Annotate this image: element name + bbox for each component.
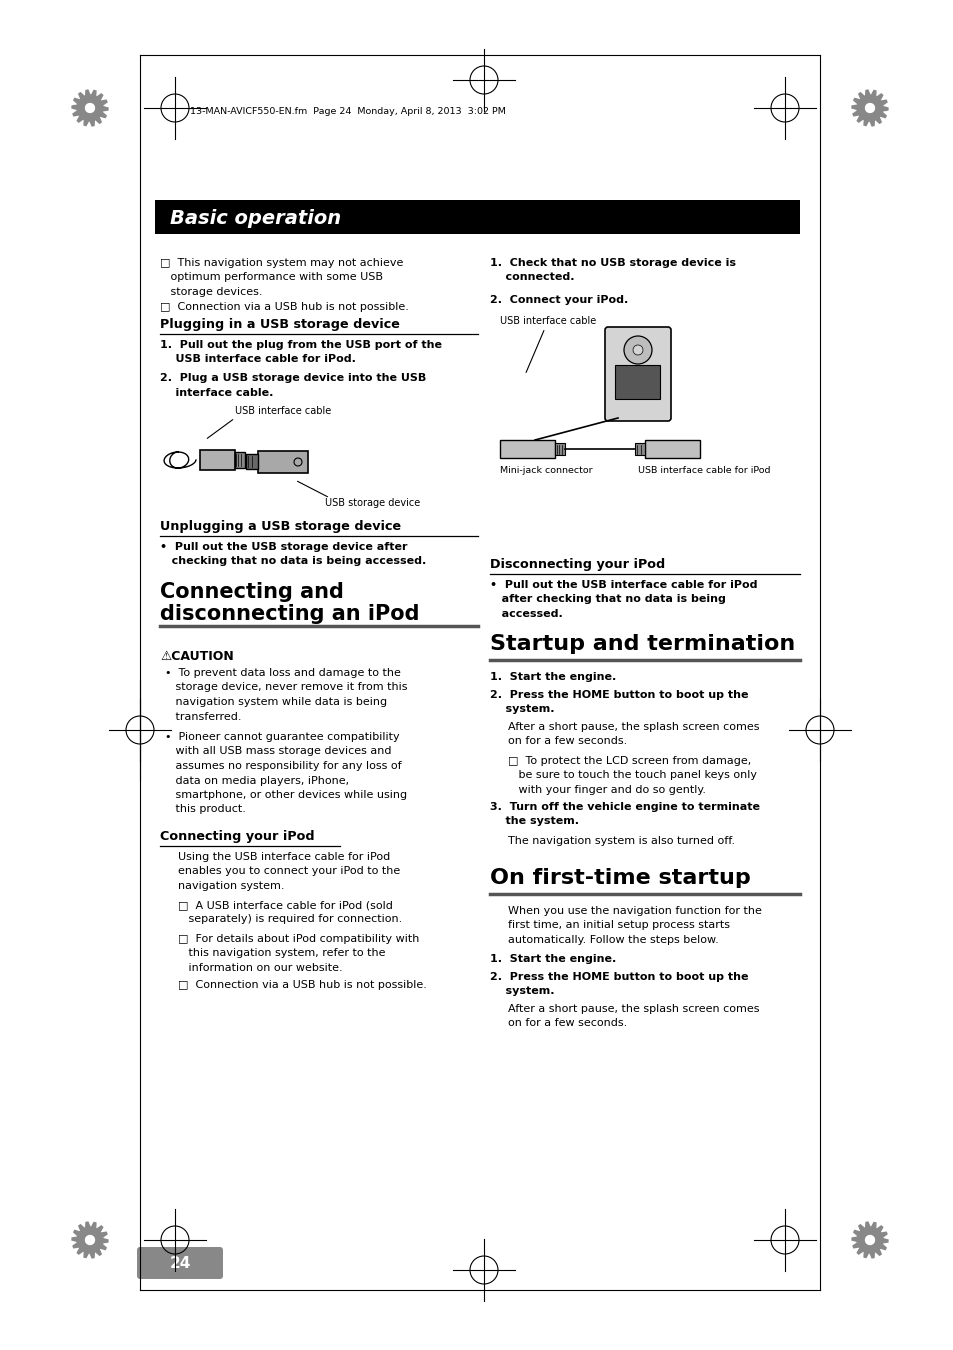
Text: checking that no data is being accessed.: checking that no data is being accessed. — [160, 556, 426, 567]
Text: 1.  Check that no USB storage device is: 1. Check that no USB storage device is — [490, 258, 735, 269]
Bar — [555, 443, 564, 455]
Text: enables you to connect your iPod to the: enables you to connect your iPod to the — [178, 867, 400, 876]
FancyBboxPatch shape — [137, 1247, 223, 1278]
Text: 1.  Start the engine.: 1. Start the engine. — [490, 954, 616, 964]
Text: The navigation system is also turned off.: The navigation system is also turned off… — [507, 836, 735, 846]
Circle shape — [623, 336, 651, 364]
Text: Disconnecting your iPod: Disconnecting your iPod — [490, 558, 664, 571]
Text: accessed.: accessed. — [490, 609, 562, 620]
Text: storage device, never remove it from this: storage device, never remove it from thi… — [165, 683, 407, 693]
Text: 2.  Connect your iPod.: 2. Connect your iPod. — [490, 296, 628, 305]
Polygon shape — [851, 1222, 887, 1258]
Text: smartphone, or other devices while using: smartphone, or other devices while using — [165, 790, 407, 801]
Text: first time, an initial setup process starts: first time, an initial setup process sta… — [507, 921, 729, 930]
Text: system.: system. — [490, 987, 554, 996]
Text: on for a few seconds.: on for a few seconds. — [507, 1018, 626, 1029]
Text: after checking that no data is being: after checking that no data is being — [490, 594, 725, 605]
Text: Startup and termination: Startup and termination — [490, 634, 795, 653]
Polygon shape — [71, 1222, 108, 1258]
Text: ⚠CAUTION: ⚠CAUTION — [160, 649, 233, 663]
Polygon shape — [851, 90, 887, 126]
Text: 2.  Plug a USB storage device into the USB: 2. Plug a USB storage device into the US… — [160, 373, 426, 383]
Bar — [200, 450, 234, 470]
Text: 2.  Press the HOME button to boot up the: 2. Press the HOME button to boot up the — [490, 972, 748, 981]
Text: 1.  Pull out the plug from the USB port of the: 1. Pull out the plug from the USB port o… — [160, 340, 441, 350]
Bar — [234, 452, 245, 468]
Text: disconnecting an iPod: disconnecting an iPod — [160, 603, 419, 624]
Text: After a short pause, the splash screen comes: After a short pause, the splash screen c… — [507, 1004, 759, 1014]
Text: Mini-jack connector: Mini-jack connector — [499, 466, 592, 475]
Circle shape — [863, 1234, 875, 1246]
Text: Plugging in a USB storage device: Plugging in a USB storage device — [160, 319, 399, 331]
Text: USB interface cable: USB interface cable — [234, 406, 331, 416]
Text: navigation system while data is being: navigation system while data is being — [165, 697, 387, 707]
Text: on for a few seconds.: on for a few seconds. — [507, 737, 626, 747]
Bar — [246, 454, 257, 468]
Circle shape — [84, 103, 95, 113]
Text: □  For details about iPod compatibility with: □ For details about iPod compatibility w… — [178, 934, 419, 944]
Text: Using the USB interface cable for iPod: Using the USB interface cable for iPod — [178, 852, 390, 863]
Text: Connecting and: Connecting and — [160, 582, 343, 602]
Text: this product.: this product. — [165, 805, 246, 814]
Text: assumes no responsibility for any loss of: assumes no responsibility for any loss o… — [165, 761, 401, 771]
Text: this navigation system, refer to the: this navigation system, refer to the — [178, 949, 385, 958]
Bar — [257, 451, 308, 472]
Circle shape — [633, 346, 642, 355]
Text: □  This navigation system may not achieve: □ This navigation system may not achieve — [160, 258, 403, 269]
Text: •  Pioneer cannot guarantee compatibility: • Pioneer cannot guarantee compatibility — [165, 732, 399, 742]
Text: Unplugging a USB storage device: Unplugging a USB storage device — [160, 520, 400, 533]
Text: On first-time startup: On first-time startup — [490, 868, 750, 888]
Text: □  To protect the LCD screen from damage,: □ To protect the LCD screen from damage, — [507, 756, 750, 765]
Text: 13-MAN-AVICF550-EN.fm  Page 24  Monday, April 8, 2013  3:02 PM: 13-MAN-AVICF550-EN.fm Page 24 Monday, Ap… — [190, 108, 505, 116]
Text: USB storage device: USB storage device — [325, 498, 420, 508]
Bar — [615, 364, 659, 400]
Text: •  To prevent data loss and damage to the: • To prevent data loss and damage to the — [165, 668, 400, 678]
Text: 1.  Start the engine.: 1. Start the engine. — [490, 672, 616, 682]
Text: 2.  Press the HOME button to boot up the: 2. Press the HOME button to boot up the — [490, 690, 748, 701]
Text: information on our website.: information on our website. — [178, 963, 342, 973]
Text: USB interface cable: USB interface cable — [499, 316, 596, 325]
Text: interface cable.: interface cable. — [160, 387, 274, 397]
Text: connected.: connected. — [490, 273, 574, 282]
Text: separately) is required for connection.: separately) is required for connection. — [178, 914, 402, 925]
Text: Basic operation: Basic operation — [170, 208, 341, 228]
Text: transferred.: transferred. — [165, 711, 241, 721]
Text: optimum performance with some USB: optimum performance with some USB — [160, 273, 382, 282]
Text: □  A USB interface cable for iPod (sold: □ A USB interface cable for iPod (sold — [178, 900, 393, 910]
Text: After a short pause, the splash screen comes: After a short pause, the splash screen c… — [507, 722, 759, 732]
Text: with your finger and do so gently.: with your finger and do so gently. — [507, 784, 705, 795]
Bar — [154, 200, 800, 234]
Text: storage devices.: storage devices. — [160, 288, 262, 297]
Text: □  Connection via a USB hub is not possible.: □ Connection via a USB hub is not possib… — [160, 301, 409, 312]
Text: Connecting your iPod: Connecting your iPod — [160, 830, 314, 842]
Text: □  Connection via a USB hub is not possible.: □ Connection via a USB hub is not possib… — [178, 980, 426, 990]
Circle shape — [863, 103, 875, 113]
Text: navigation system.: navigation system. — [178, 882, 284, 891]
Bar — [644, 440, 700, 458]
Text: USB interface cable for iPod.: USB interface cable for iPod. — [160, 355, 355, 364]
Text: USB interface cable for iPod: USB interface cable for iPod — [638, 466, 770, 475]
Text: When you use the navigation function for the: When you use the navigation function for… — [507, 906, 761, 917]
Bar — [499, 440, 555, 458]
Bar — [635, 443, 644, 455]
Text: data on media players, iPhone,: data on media players, iPhone, — [165, 775, 349, 786]
Text: be sure to touch the touch panel keys only: be sure to touch the touch panel keys on… — [507, 771, 757, 780]
Text: 3.  Turn off the vehicle engine to terminate: 3. Turn off the vehicle engine to termin… — [490, 802, 760, 811]
Text: 24: 24 — [169, 1256, 191, 1270]
Circle shape — [84, 1234, 95, 1246]
Text: •  Pull out the USB interface cable for iPod: • Pull out the USB interface cable for i… — [490, 580, 757, 590]
Text: with all USB mass storage devices and: with all USB mass storage devices and — [165, 747, 391, 756]
Text: automatically. Follow the steps below.: automatically. Follow the steps below. — [507, 936, 718, 945]
Polygon shape — [71, 90, 108, 126]
Text: •  Pull out the USB storage device after: • Pull out the USB storage device after — [160, 541, 407, 552]
FancyBboxPatch shape — [604, 327, 670, 421]
Text: system.: system. — [490, 705, 554, 714]
Text: the system.: the system. — [490, 817, 578, 826]
